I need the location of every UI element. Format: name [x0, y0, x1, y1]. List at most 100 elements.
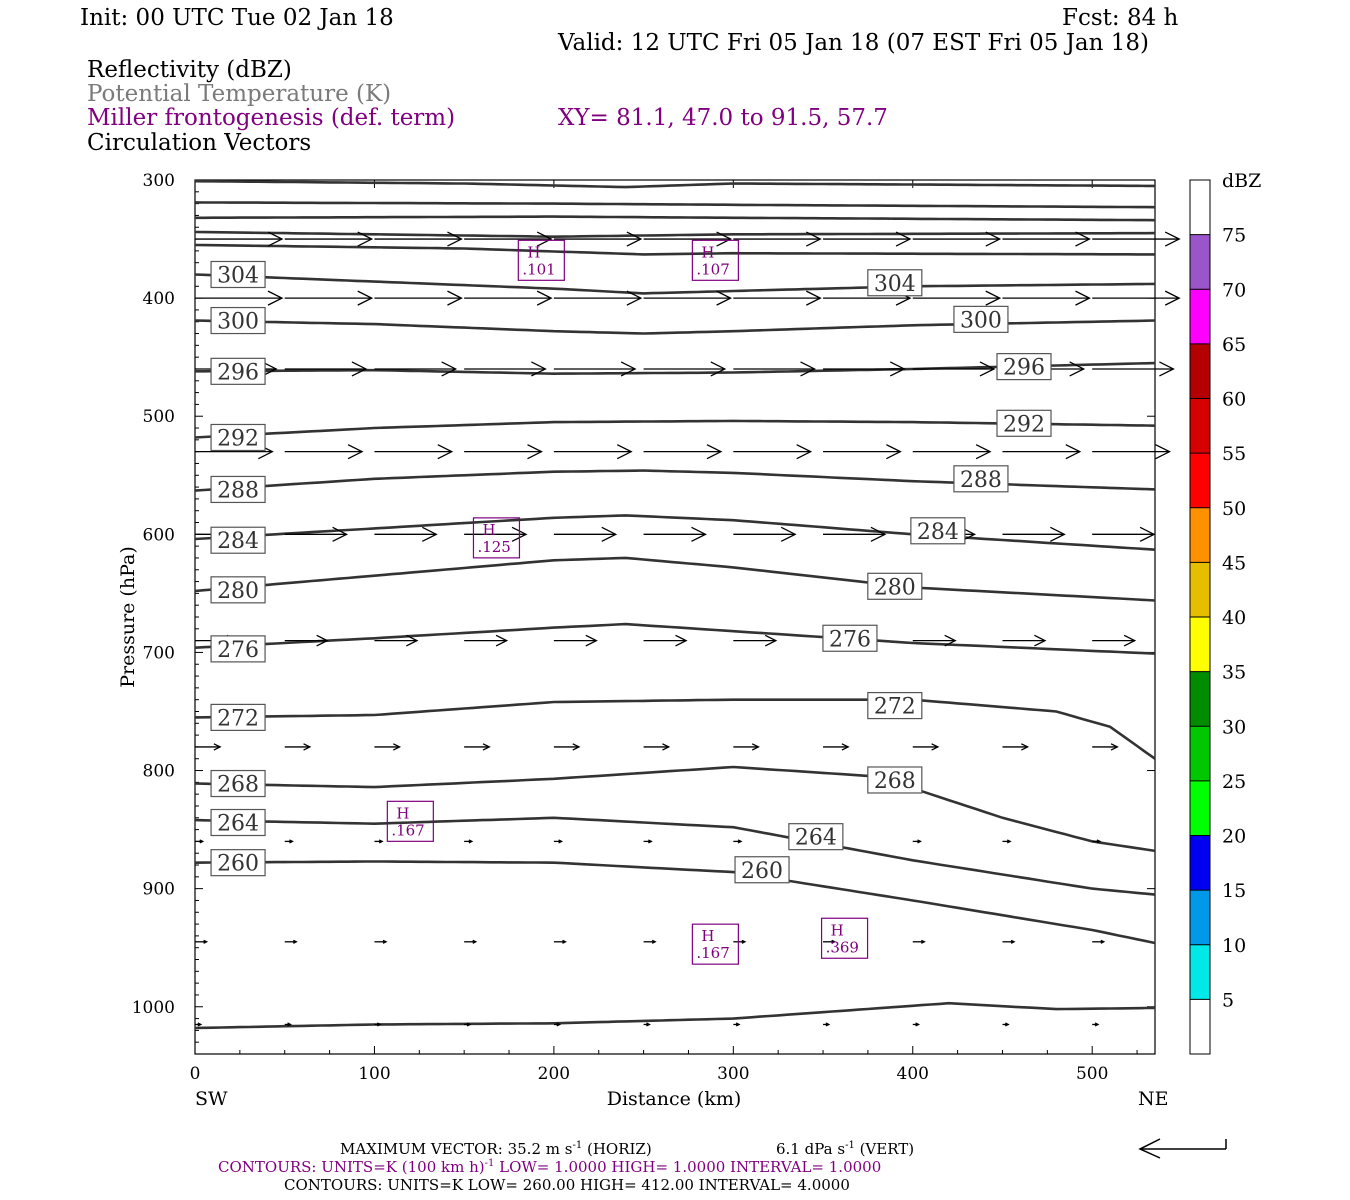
field-circulation: Circulation Vectors [87, 130, 311, 156]
maximum-marker: H [701, 927, 714, 945]
y-tick-label: 600 [143, 525, 175, 545]
vector-head [1164, 290, 1181, 306]
colorbar-swatch [1190, 507, 1210, 563]
y-tick-label: 800 [143, 762, 175, 782]
vector-head [556, 1022, 562, 1027]
colorbar-swatch [1190, 617, 1210, 672]
vector-head [735, 1022, 741, 1027]
contour-label: 292 [1003, 412, 1045, 437]
contour-label-box [210, 357, 266, 385]
contour-label: 304 [874, 272, 916, 297]
vector-head [716, 231, 733, 247]
maximum-box [691, 923, 739, 965]
vector-head [267, 231, 284, 247]
vector-head [261, 361, 278, 377]
contour-label: 260 [741, 859, 783, 884]
vector-head [406, 634, 419, 647]
vector-head [422, 526, 438, 542]
contour-label-box [788, 823, 844, 851]
vector-head [741, 939, 747, 944]
vector-head [1021, 743, 1030, 751]
vector-head [447, 231, 463, 247]
vector-head [562, 939, 567, 944]
vector-head [482, 743, 491, 751]
vector-head [332, 526, 349, 542]
vector-head [293, 939, 298, 944]
vector-head [895, 231, 912, 247]
vector-head [1006, 839, 1012, 844]
colorbar-swatch [1190, 180, 1210, 235]
vector-head [825, 1022, 831, 1027]
contour-label-box [210, 423, 266, 452]
vector-head [1065, 444, 1082, 460]
vector-head [1100, 939, 1106, 944]
x-tick-label: 0 [190, 1064, 201, 1084]
theta-contour-line [194, 698, 1156, 760]
x-tick-label: 400 [897, 1064, 929, 1084]
max-vector-text: MAXIMUM VECTOR: 35.2 m s-1 (HORIZ) [340, 1140, 652, 1158]
vector-head [495, 634, 509, 647]
vector-head [1139, 526, 1156, 542]
vector-head [931, 743, 940, 751]
colorbar-level-label: 15 [1222, 880, 1246, 902]
cross-section-endpoints: XY= 81.1, 47.0 to 91.5, 57.7 [558, 105, 888, 131]
theta-contour-line [195, 215, 1156, 222]
colorbar-swatch [1190, 999, 1210, 1054]
vector-head [357, 290, 374, 306]
colorbar-level-label: 35 [1222, 662, 1246, 684]
contour-label-box [210, 808, 266, 837]
vector-head [921, 939, 926, 944]
vector-head [585, 634, 598, 647]
maximum-value: .101 [522, 260, 555, 278]
circulation-vectors [195, 231, 1181, 1027]
vector-head [357, 231, 374, 247]
vector-head [347, 444, 364, 460]
maximum-marker: H [831, 921, 844, 939]
maximum-marker: H [482, 521, 495, 539]
contour-label: 296 [217, 360, 259, 385]
vector-head [975, 444, 992, 460]
theta-contour-line [194, 243, 1155, 256]
vector-head [378, 839, 384, 844]
vector-head [316, 634, 329, 647]
theta-contour-line [194, 201, 1156, 209]
y-tick-label: 400 [143, 289, 175, 309]
vector-head [382, 939, 388, 944]
contour-label-box [210, 475, 266, 504]
contour-label: 284 [917, 520, 959, 545]
vector-head [199, 839, 205, 844]
field-theta: Potential Temperature (K) [87, 81, 391, 107]
theta-contour-line [194, 514, 1156, 551]
vector-head [917, 839, 922, 844]
contour-label: 264 [217, 812, 259, 837]
theta-contour-line [194, 230, 1156, 239]
y-tick-label: 1000 [132, 998, 175, 1018]
theta-contour-line [195, 361, 1156, 376]
vector-head [468, 839, 474, 844]
vector-head [1004, 1022, 1010, 1027]
contour-label-box [867, 766, 923, 794]
maximum-marker: H [701, 243, 714, 261]
vector-head [716, 290, 733, 306]
vector-head [646, 1022, 651, 1027]
vector-head [662, 743, 671, 751]
contour-label: 272 [217, 706, 259, 731]
colorbar-swatch [1190, 944, 1210, 1000]
contour-label-box [210, 635, 266, 663]
colorbar-swatch [1190, 398, 1210, 454]
colorbar-level-label: 50 [1222, 498, 1246, 520]
contour-label: 300 [960, 308, 1002, 333]
ne-label: NE [1138, 1088, 1169, 1110]
contour-label: 276 [829, 627, 871, 652]
theta-contour-line [194, 556, 1156, 602]
vector-head [985, 290, 1002, 306]
colorbar-swatch [1190, 671, 1210, 727]
maximum-value: .167 [696, 944, 729, 962]
maximum-marker: H [396, 804, 409, 822]
vector-head [751, 743, 760, 751]
theta-contour-line [194, 622, 1156, 655]
vector-head [620, 361, 637, 377]
vector-head [1075, 231, 1091, 247]
contour-label-box [210, 260, 266, 289]
